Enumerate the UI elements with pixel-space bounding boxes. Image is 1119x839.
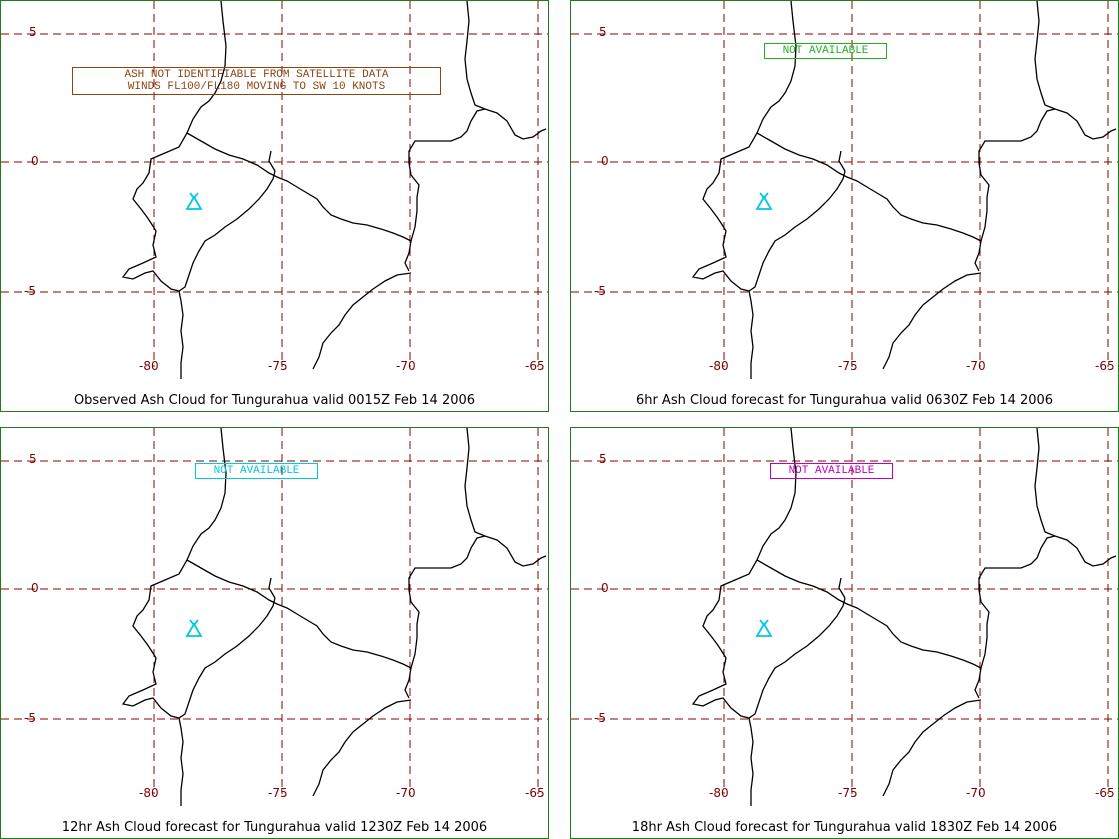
- country-border: [268, 150, 276, 172]
- country-border: [178, 290, 184, 379]
- lon-tick-minus75: -75: [838, 786, 858, 800]
- lat-tick-minus5: -5: [594, 711, 606, 725]
- map-panel-observed: 5 0 -5 -80 -75 -70 -65 ASH NOT IDENTIFIA…: [0, 0, 549, 412]
- country-border: [312, 699, 412, 797]
- country-border: [408, 535, 547, 669]
- not-available-note: NOT AVAILABLE: [195, 463, 318, 479]
- lat-tick-5: 5: [29, 25, 37, 39]
- volcano-triangle-icon: [185, 619, 203, 637]
- lon-tick-minus70: -70: [396, 359, 416, 373]
- lat-tick-5: 5: [599, 452, 607, 466]
- not-available-note: NOT AVAILABLE: [770, 463, 893, 479]
- map-canvas: [571, 1, 1118, 379]
- country-border: [464, 428, 486, 537]
- map-panel-12hr: 5 0 -5 -80 -75 -70 -65 NOT AVAILABLE 12h…: [0, 427, 549, 839]
- lat-tick-0: 0: [31, 581, 39, 595]
- country-border: [756, 132, 982, 272]
- note-line-1: ASH NOT IDENTIFIABLE FROM SATELLITE DATA: [124, 69, 389, 81]
- country-border: [838, 150, 846, 172]
- country-border: [268, 577, 276, 599]
- map-canvas: [1, 428, 548, 806]
- country-border: [121, 428, 276, 719]
- map-panel-18hr: 5 0 -5 -80 -75 -70 -65 NOT AVAILABLE 18h…: [570, 427, 1119, 839]
- not-available-note: NOT AVAILABLE: [764, 43, 887, 59]
- country-border: [186, 559, 412, 699]
- country-border: [838, 577, 846, 599]
- country-border: [408, 108, 547, 242]
- panel-caption: Observed Ash Cloud for Tungurahua valid …: [73, 393, 476, 408]
- lat-tick-5: 5: [599, 25, 607, 39]
- lon-tick-minus70: -70: [966, 359, 986, 373]
- country-border: [312, 272, 412, 370]
- lon-tick-minus65: -65: [525, 359, 545, 373]
- country-border: [691, 428, 846, 719]
- note-line-2: WINDS FL100/FL180 MOVING TO SW 10 KNOTS: [127, 81, 386, 93]
- country-border: [691, 1, 846, 292]
- country-border: [882, 699, 982, 797]
- lon-tick-minus65: -65: [1095, 786, 1115, 800]
- lon-tick-minus80: -80: [139, 359, 159, 373]
- country-border: [178, 717, 184, 806]
- country-border: [748, 290, 754, 379]
- lon-tick-minus80: -80: [709, 786, 729, 800]
- volcano-triangle-icon: [185, 192, 203, 210]
- country-border: [748, 717, 754, 806]
- lat-tick-minus5: -5: [594, 284, 606, 298]
- volcano-triangle-icon: [755, 619, 773, 637]
- volcano-triangle-icon: [755, 192, 773, 210]
- country-border: [121, 1, 276, 292]
- lat-tick-minus5: -5: [24, 284, 36, 298]
- map-canvas: [571, 428, 1118, 806]
- lon-tick-minus75: -75: [268, 786, 288, 800]
- country-border: [1034, 428, 1056, 537]
- lon-tick-minus65: -65: [1095, 359, 1115, 373]
- lat-tick-0: 0: [601, 581, 609, 595]
- country-border: [882, 272, 982, 370]
- lat-tick-0: 0: [31, 154, 39, 168]
- lat-tick-0: 0: [601, 154, 609, 168]
- country-border: [1034, 1, 1056, 110]
- map-canvas: [1, 1, 548, 379]
- country-border: [186, 132, 412, 272]
- country-border: [756, 559, 982, 699]
- lon-tick-minus65: -65: [525, 786, 545, 800]
- lon-tick-minus75: -75: [838, 359, 858, 373]
- country-border: [978, 108, 1117, 242]
- lon-tick-minus80: -80: [709, 359, 729, 373]
- lat-tick-minus5: -5: [24, 711, 36, 725]
- map-panel-6hr: 5 0 -5 -80 -75 -70 -65 NOT AVAILABLE 6hr…: [570, 0, 1119, 412]
- panel-caption: 12hr Ash Cloud forecast for Tungurahua v…: [61, 820, 488, 835]
- lon-tick-minus80: -80: [139, 786, 159, 800]
- ash-status-note: ASH NOT IDENTIFIABLE FROM SATELLITE DATA…: [72, 67, 441, 95]
- lat-tick-5: 5: [29, 452, 37, 466]
- lon-tick-minus75: -75: [268, 359, 288, 373]
- country-border: [464, 1, 486, 110]
- panel-caption: 6hr Ash Cloud forecast for Tungurahua va…: [635, 393, 1054, 408]
- panel-caption: 18hr Ash Cloud forecast for Tungurahua v…: [631, 820, 1058, 835]
- country-border: [978, 535, 1117, 669]
- lon-tick-minus70: -70: [966, 786, 986, 800]
- lon-tick-minus70: -70: [396, 786, 416, 800]
